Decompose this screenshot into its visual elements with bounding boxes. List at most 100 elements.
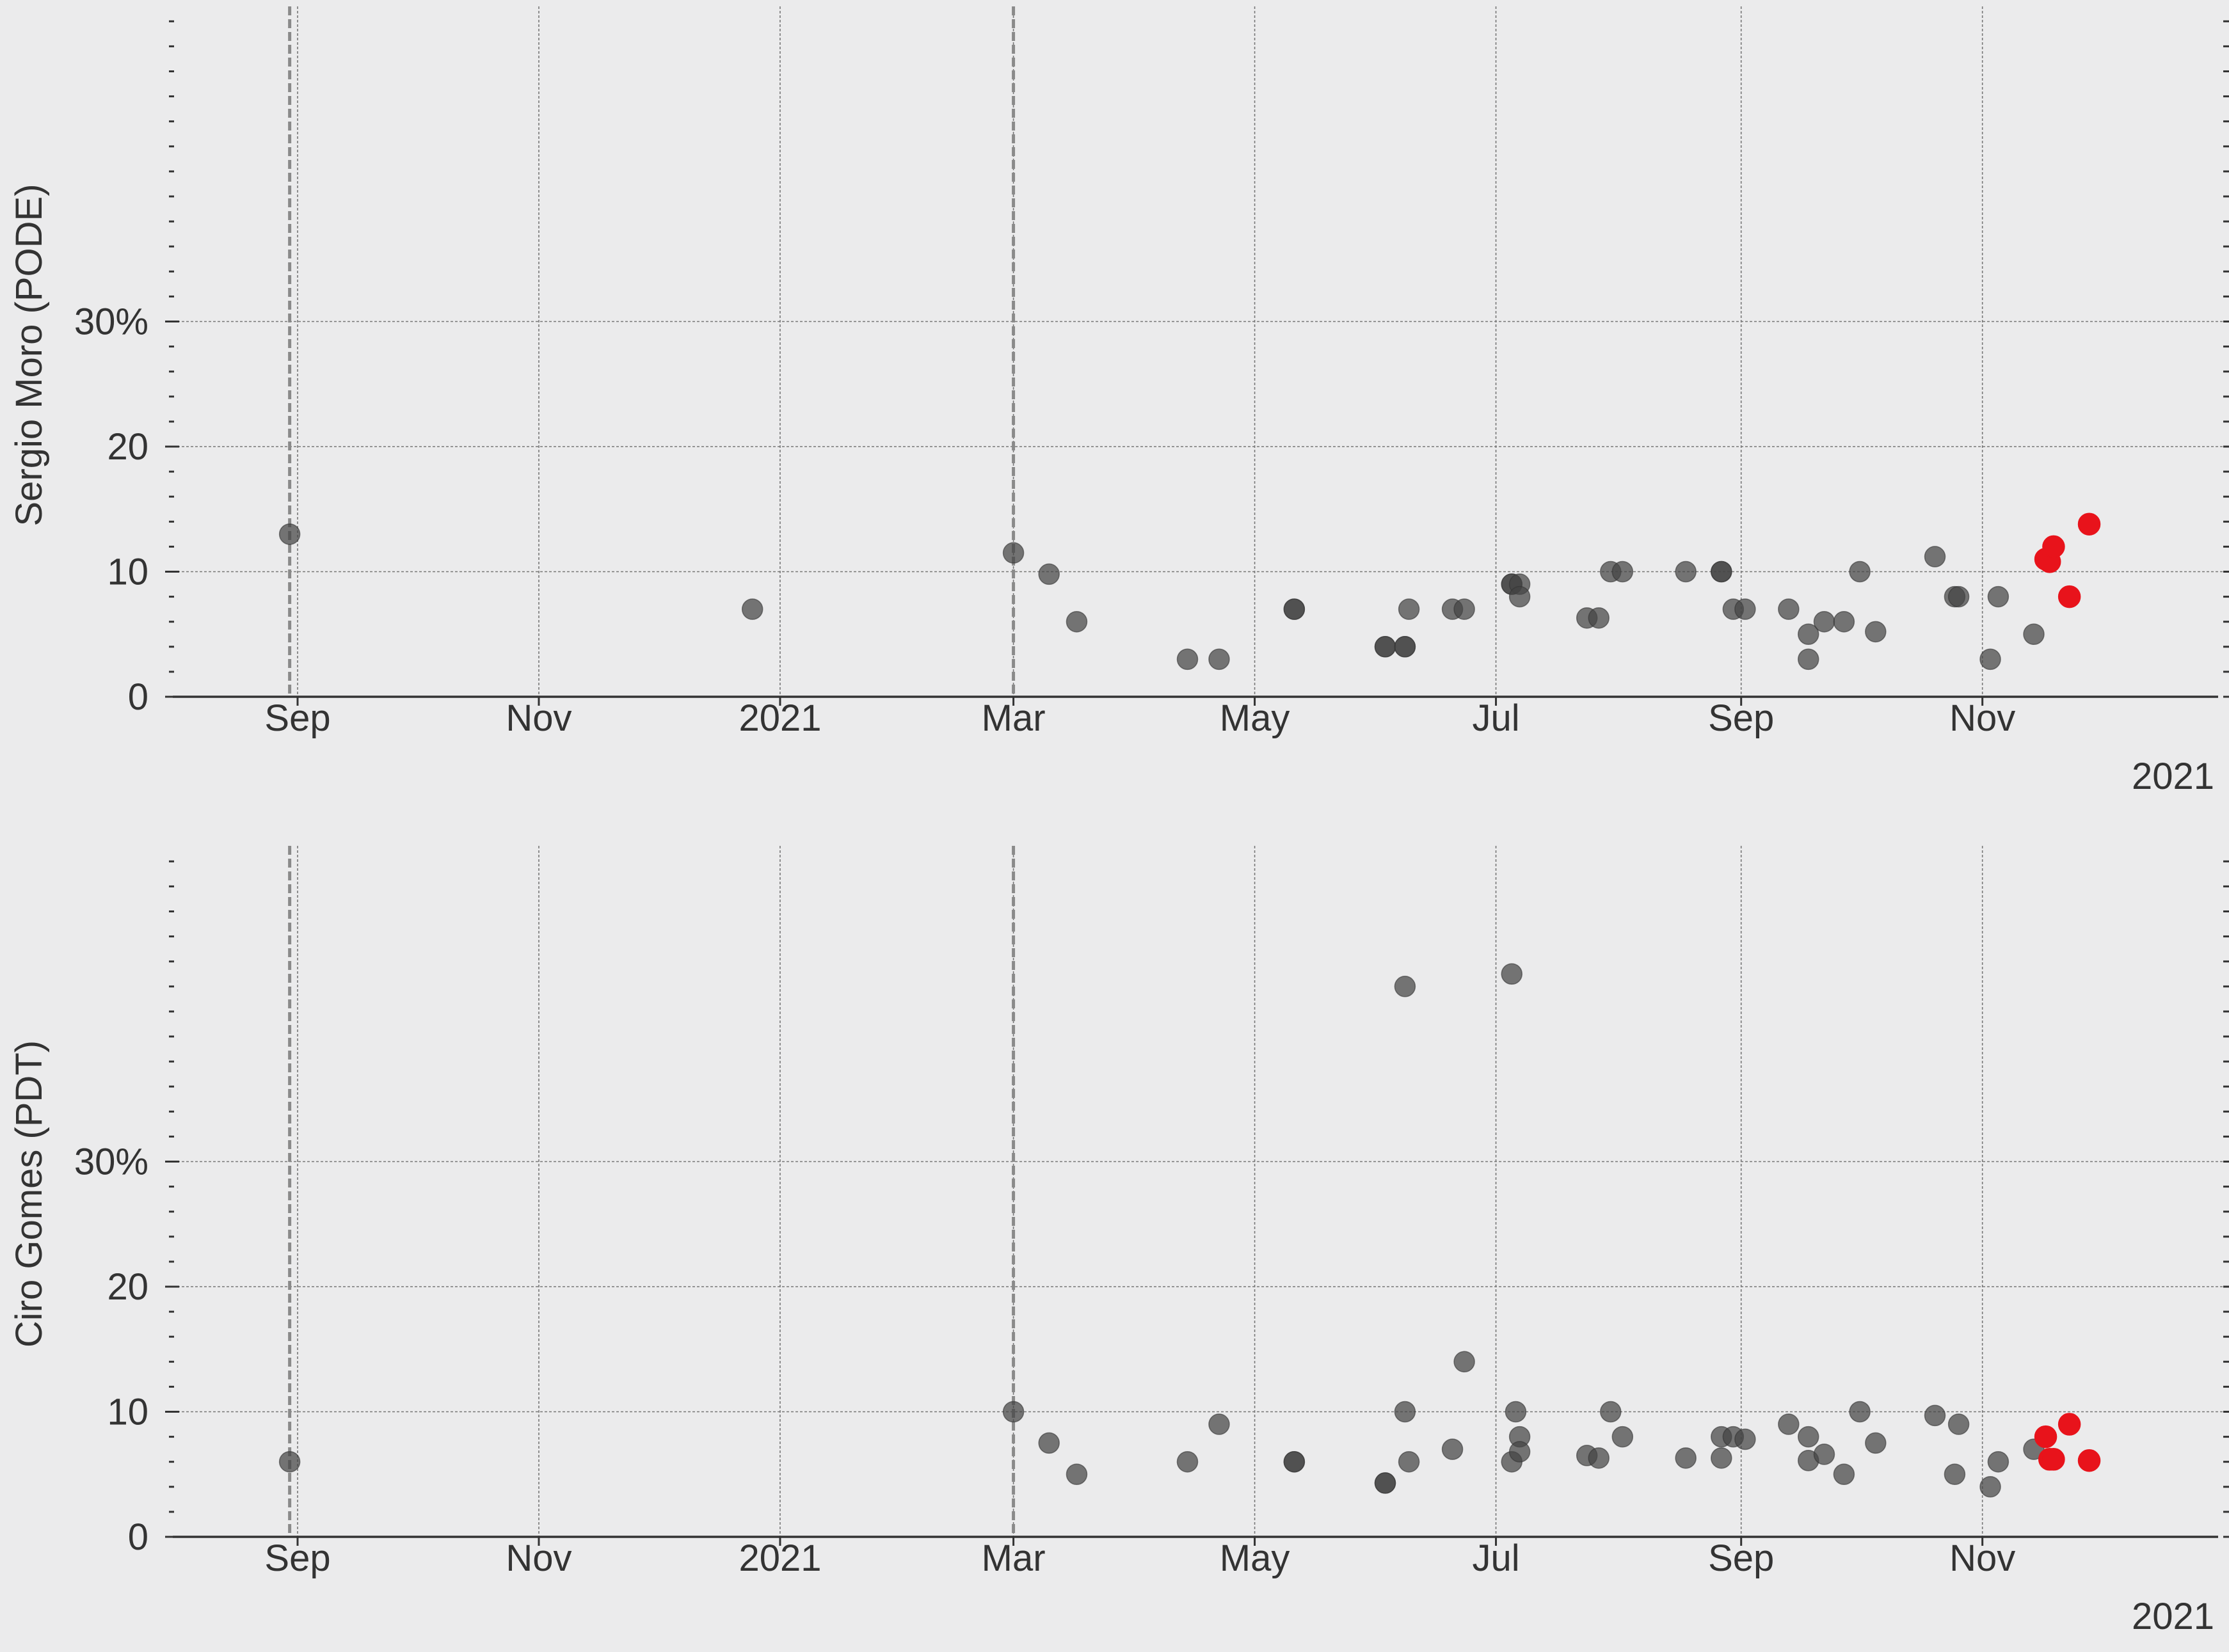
x-year-label: 2021 <box>2132 756 2214 797</box>
x-tick-label: Jul <box>1472 1537 1519 1579</box>
data-point <box>1374 1472 1396 1494</box>
y-tick-label: 10 <box>107 1392 148 1433</box>
data-point <box>1778 1413 1800 1435</box>
data-point <box>1778 598 1800 620</box>
data-point <box>1865 621 1887 643</box>
x-tick-label: Mar <box>982 1537 1046 1579</box>
data-point <box>1734 1428 1756 1450</box>
data-point <box>1711 1447 1732 1469</box>
data-point <box>1675 1447 1697 1469</box>
highlight-data-point <box>2077 1449 2101 1472</box>
data-point <box>1208 1413 1230 1435</box>
x-tick-label: Nov <box>506 1537 571 1579</box>
data-point <box>1979 1476 2001 1498</box>
highlight-data-point <box>2057 1413 2081 1436</box>
y-tick-label: 0 <box>128 676 148 718</box>
data-point <box>1813 1443 1835 1465</box>
x-tick-label: Sep <box>264 697 330 739</box>
data-point <box>1441 1438 1464 1460</box>
data-point <box>1066 1463 1088 1485</box>
data-point <box>278 1450 301 1473</box>
data-point <box>1798 1426 1819 1448</box>
highlight-data-point <box>2042 535 2065 559</box>
data-point <box>1865 1432 1887 1454</box>
data-point <box>1374 636 1396 658</box>
data-point <box>1987 585 2009 608</box>
data-point <box>1798 648 1819 671</box>
data-point <box>1588 1447 1610 1469</box>
data-point <box>1924 546 1946 568</box>
y-axis-label: Ciro Gomes (PDT) <box>8 1040 50 1347</box>
x-tick-label: May <box>1220 1537 1290 1579</box>
x-tick-label: Nov <box>506 697 571 739</box>
data-point <box>1508 585 1531 608</box>
data-point <box>278 523 301 545</box>
data-point <box>1394 636 1416 658</box>
y-tick-label: 10 <box>107 552 148 593</box>
data-point <box>1394 1401 1416 1423</box>
data-point <box>741 598 763 620</box>
highlight-data-point <box>2057 585 2081 608</box>
data-point <box>1394 976 1416 997</box>
data-point <box>1675 560 1697 583</box>
data-point <box>1924 1404 1946 1427</box>
data-point <box>1947 585 1970 608</box>
data-point <box>1066 610 1088 633</box>
x-tick-label: Sep <box>264 1537 330 1579</box>
data-point <box>1505 1401 1527 1423</box>
data-point <box>1833 610 1855 633</box>
highlight-data-point <box>2034 1425 2057 1449</box>
data-point <box>1798 623 1819 645</box>
data-point <box>1398 1450 1420 1473</box>
y-tick-label: 30% <box>74 301 148 343</box>
data-point <box>1208 648 1230 671</box>
data-point <box>1813 610 1835 633</box>
data-point <box>1947 1413 1970 1435</box>
highlight-data-point <box>2042 1448 2065 1471</box>
data-point <box>1600 1401 1622 1423</box>
y-tick-label: 0 <box>128 1516 148 1558</box>
data-point <box>1501 963 1523 985</box>
x-tick-label: May <box>1220 697 1290 739</box>
chart-panel-ciro-gomes: 0 10 20 30% Sep Nov 2021 Mar May Jul Sep Nov Ciro Go… <box>8 846 2229 1637</box>
data-point <box>1038 563 1060 585</box>
data-point <box>1849 1401 1871 1423</box>
x-year-label: 2021 <box>2132 1596 2214 1637</box>
data-point <box>1611 560 1634 583</box>
data-point <box>1979 648 2001 671</box>
x-tick-label: Sep <box>1708 697 1774 739</box>
x-tick-label: Nov <box>1949 697 2015 739</box>
data-point <box>1283 1450 1306 1473</box>
x-tick-label: Nov <box>1949 1537 2015 1579</box>
data-point <box>1849 560 1871 583</box>
y-tick-label: 20 <box>107 1266 148 1308</box>
chart-panel-sergio-moro: 0 10 20 30% Sep Nov 2021 Mar May Jul Sep Nov Sergio … <box>8 6 2229 797</box>
data-point <box>1002 1401 1025 1423</box>
data-point <box>1398 598 1420 620</box>
data-point <box>1611 1426 1634 1448</box>
x-tick-label: Sep <box>1708 1537 1774 1579</box>
data-point <box>1711 560 1732 583</box>
data-point <box>1944 1463 1966 1485</box>
data-point <box>1833 1463 1855 1485</box>
data-point <box>1734 598 1756 620</box>
data-point <box>1453 598 1475 620</box>
data-point <box>1038 1432 1060 1454</box>
x-tick-label: 2021 <box>739 1537 821 1579</box>
data-point <box>1453 1351 1475 1373</box>
x-tick-label: Jul <box>1472 697 1519 739</box>
data-point <box>1176 648 1199 671</box>
x-tick-label: 2021 <box>739 697 821 739</box>
data-point <box>1987 1450 2009 1473</box>
data-point <box>2023 623 2045 645</box>
data-point <box>1283 598 1306 620</box>
y-tick-label: 30% <box>74 1141 148 1183</box>
data-point <box>1176 1450 1199 1473</box>
data-point <box>1588 607 1610 629</box>
x-tick-label: Mar <box>982 697 1046 739</box>
data-point <box>1002 542 1025 564</box>
y-tick-label: 20 <box>107 426 148 468</box>
data-point <box>1508 1441 1531 1463</box>
highlight-data-point <box>2077 512 2101 536</box>
